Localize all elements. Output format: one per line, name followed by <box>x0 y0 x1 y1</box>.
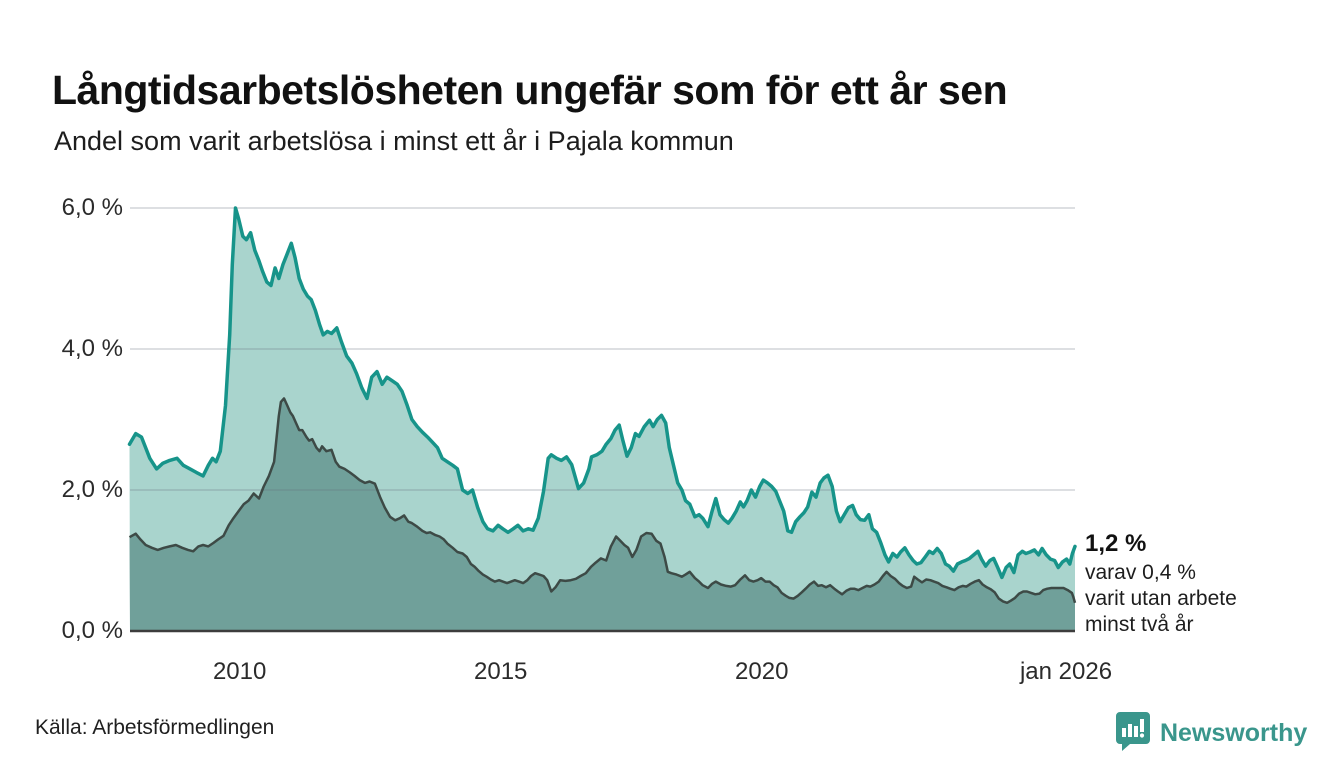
x-tick-2015: 2015 <box>473 658 528 685</box>
x-tick-2010: 2010 <box>212 658 267 685</box>
y-tick-20: 2,0 % <box>61 476 123 503</box>
annotation-line-1: varav 0,4 % <box>1085 561 1196 584</box>
y-tick-00: 0,0 % <box>61 617 123 644</box>
annotation-line-2: varit utan arbete <box>1085 587 1237 610</box>
annotation-line-3: minst två år <box>1085 613 1194 636</box>
series-total-line <box>127 206 1077 580</box>
page-title: Långtidsarbetslösheten ungefär som för e… <box>52 67 1008 114</box>
latest-value: 1,2 % <box>1085 530 1147 557</box>
series-two-years-line <box>128 397 1077 605</box>
bar-chart-speech-bubble-icon <box>1114 710 1152 757</box>
y-tick-40: 4,0 % <box>61 335 123 362</box>
latest-value-annotation: 1,2 % varav 0,4 % varit utan arbete mins… <box>1085 528 1325 638</box>
source-note: Källa: Arbetsförmedlingen <box>35 716 275 739</box>
newsworthy-wordmark: Newsworthy <box>1160 719 1308 747</box>
y-tick-60: 6,0 % <box>61 194 123 221</box>
newsworthy-logo: Newsworthy <box>1114 710 1307 757</box>
x-tick-jan2026: jan 2026 <box>1019 658 1113 685</box>
x-tick-2020: 2020 <box>735 658 789 685</box>
series-two-years-area <box>129 398 1075 631</box>
chart-subtitle: Andel som varit arbetslösa i minst ett å… <box>54 126 734 156</box>
